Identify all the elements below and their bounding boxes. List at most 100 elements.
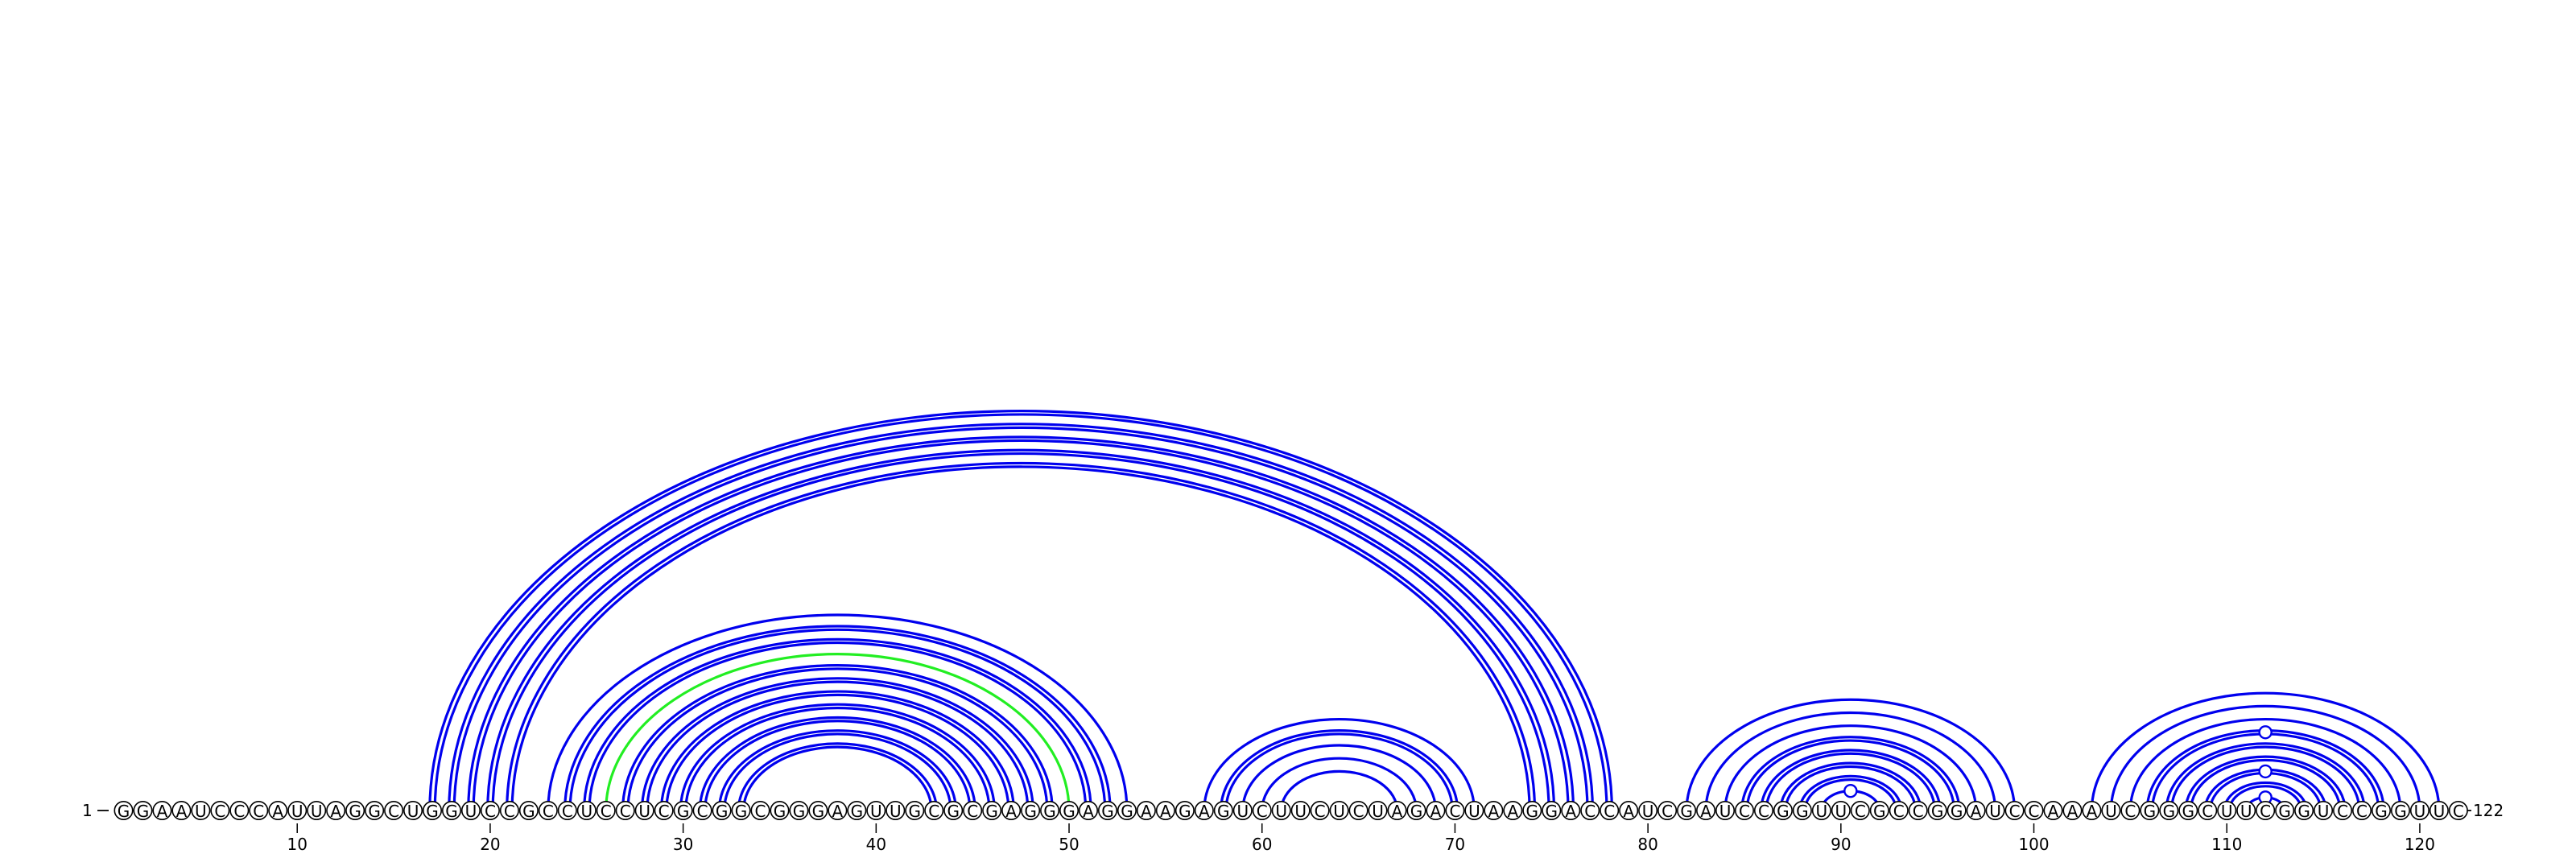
- nucleotide-letter: U: [407, 802, 419, 821]
- nucleotide-36: G: [789, 800, 809, 821]
- nucleotide-75: G: [1542, 800, 1562, 821]
- nucleotide-103: A: [2082, 800, 2102, 821]
- nucleotide-circle: [2120, 800, 2140, 820]
- nucleotide-104: U: [2101, 800, 2121, 821]
- nucleotide-6: C: [210, 800, 230, 821]
- tick-label: 20: [480, 835, 500, 854]
- nucleotide-circle: [2314, 800, 2334, 820]
- nucleotide-circle: [2294, 800, 2314, 820]
- nucleotide-letter: U: [1642, 802, 1654, 821]
- nucleotide-letter: G: [368, 802, 381, 821]
- base-pair-arc: [679, 703, 996, 811]
- nucleotide-90: U: [1831, 800, 1851, 821]
- nucleotide-letter: U: [1468, 802, 1480, 821]
- nucleotide-circle: [2178, 800, 2198, 820]
- nucleotide-letter: G: [1546, 802, 1558, 821]
- base-pair-arc: [467, 435, 1575, 811]
- nucleotide-letter: G: [1024, 802, 1037, 821]
- base-pair-arc: [2165, 742, 2366, 811]
- nucleotide-50: G: [1059, 800, 1080, 821]
- nucleotide-95: G: [1927, 800, 1947, 821]
- nucleotide-letter: G: [1526, 802, 1539, 821]
- nucleotide-circle: [1677, 800, 1697, 820]
- nucleotide-73: A: [1503, 800, 1523, 821]
- nucleotide-letter: G: [2297, 802, 2310, 821]
- nucleotide-letter: U: [2221, 802, 2233, 821]
- nucleotide-51: A: [1079, 800, 1099, 821]
- nucleotide-42: G: [905, 800, 925, 821]
- base-pair-arc: [547, 613, 1129, 811]
- nucleotide-letter: A: [1700, 802, 1711, 821]
- tick-label: 100: [2018, 835, 2049, 854]
- nucleotide-letter: C: [2202, 802, 2213, 821]
- nucleotide-letter: U: [1236, 802, 1249, 821]
- nucleotide-69: A: [1426, 800, 1446, 821]
- nucleotide-letter: G: [2394, 802, 2407, 821]
- nucleotide-7: C: [229, 800, 250, 821]
- base-pair-arc: [568, 628, 1107, 811]
- nucleotide-43: C: [924, 800, 944, 821]
- nucleotide-79: A: [1619, 800, 1639, 821]
- nucleotide-117: C: [2352, 800, 2372, 821]
- nucleotide-letter: G: [1121, 802, 1133, 821]
- nucleotide-circle: [1174, 800, 1195, 820]
- nucleotide-100: C: [2024, 800, 2044, 821]
- nucleotide-letter: U: [1835, 802, 1847, 821]
- nucleotide-letter: G: [1410, 802, 1423, 821]
- base-pair-arc: [510, 465, 1531, 811]
- base-pair-arc: [2184, 755, 2347, 811]
- nucleotide-letter: A: [1565, 802, 1576, 821]
- nucleotide-letter: C: [2029, 802, 2040, 821]
- nucleotide-40: U: [866, 800, 886, 821]
- nucleotide-circle: [2275, 800, 2295, 820]
- nucleotide-78: C: [1600, 800, 1620, 821]
- base-pair-arc: [2223, 781, 2308, 811]
- nucleotide-circle: [673, 800, 693, 820]
- base-pair-arc: [1704, 711, 1997, 811]
- base-pair-arc: [1745, 739, 1956, 811]
- nucleotide-66: U: [1368, 800, 1388, 821]
- nucleotide-letter: G: [1179, 802, 1191, 821]
- nucleotide-circle: [499, 800, 519, 820]
- nucleotide-circle: [1869, 800, 1889, 820]
- nucleotide-1: G: [114, 800, 134, 821]
- base-pair-arc: [723, 732, 952, 811]
- base-pair-arc: [1219, 729, 1459, 811]
- base-pair-arc: [665, 693, 1010, 811]
- nucleotide-circle: [1387, 800, 1407, 820]
- nucleotide-circle: [2448, 800, 2468, 820]
- nucleotide-3: A: [152, 800, 172, 821]
- base-pair-arc: [448, 423, 1595, 811]
- nucleotide-letter: G: [851, 802, 864, 821]
- base-pair-arc: [1724, 724, 1978, 811]
- nucleotide-letter: G: [1101, 802, 1114, 821]
- base-pair-arc: [1685, 698, 2017, 811]
- nucleotide-letter: G: [985, 802, 998, 821]
- nucleotide-circle: [982, 800, 1002, 820]
- base-pair-arc: [1224, 732, 1454, 811]
- nucleotide-circle: [1773, 800, 1793, 820]
- nucleotide-circle: [2352, 800, 2372, 820]
- nucleotide-circle: [1232, 800, 1253, 820]
- nucleotide-circle: [847, 800, 867, 820]
- nucleotide-16: U: [403, 800, 423, 821]
- base-pair-arc: [1261, 757, 1418, 811]
- nucleotide-30: G: [673, 800, 693, 821]
- nucleotide-letter: C: [1584, 802, 1596, 821]
- nucleotide-letter: G: [677, 802, 690, 821]
- nucleotide-letter: G: [812, 802, 825, 821]
- nucleotide-60: C: [1252, 800, 1272, 821]
- tick-label: 30: [673, 835, 693, 854]
- nucleotide-28: U: [634, 800, 654, 821]
- nucleotide-circle: [1097, 800, 1117, 820]
- nucleotide-102: A: [2062, 800, 2083, 821]
- base-pair-arc: [621, 663, 1054, 811]
- nucleotide-circle: [307, 800, 327, 820]
- nucleotide-circle: [1155, 800, 1175, 820]
- nucleotide-12: A: [326, 800, 346, 821]
- nucleotide-letter: C: [388, 802, 399, 821]
- nucleotide-84: U: [1715, 800, 1736, 821]
- tick-label: 10: [287, 835, 308, 854]
- base-pair-arc: [506, 461, 1537, 811]
